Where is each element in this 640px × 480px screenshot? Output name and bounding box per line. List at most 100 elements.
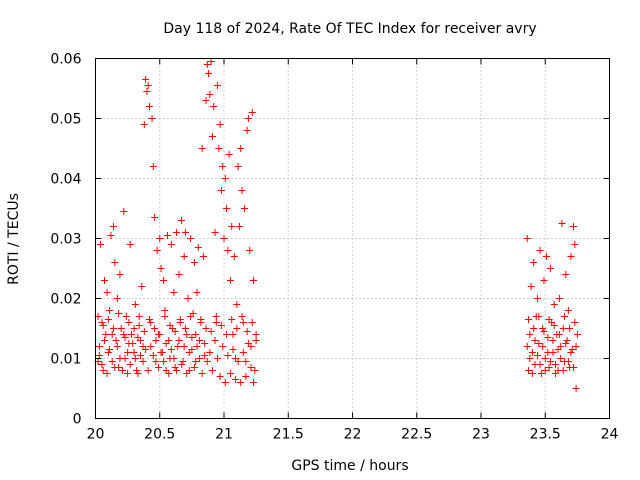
x-tick-labels: 20 20.5 21 21.5 22 22.5 23 23.5 24 (87, 427, 619, 443)
data-point (539, 343, 547, 350)
data-point (171, 364, 179, 371)
data-point (214, 355, 222, 362)
data-point (147, 319, 155, 326)
data-point (198, 370, 206, 377)
data-point (239, 319, 247, 326)
data-point (140, 328, 148, 335)
data-point (550, 301, 558, 308)
data-point (167, 346, 175, 353)
data-point (559, 367, 567, 374)
data-point (237, 145, 245, 152)
data-point (108, 358, 116, 365)
data-point (233, 325, 241, 332)
data-point (572, 385, 580, 392)
data-point (111, 364, 119, 371)
data-point (562, 340, 570, 347)
data-point (206, 349, 214, 356)
data-point (541, 367, 549, 374)
data-point (544, 349, 552, 356)
data-point (541, 355, 549, 362)
data-point (573, 331, 581, 338)
data-point (153, 247, 161, 254)
y-tick-labels: 0 0.01 0.02 0.03 0.04 0.05 0.06 (50, 52, 81, 428)
data-point (193, 343, 201, 350)
data-point (175, 337, 183, 344)
data-point (202, 97, 210, 104)
data-point (165, 370, 173, 377)
data-point (97, 241, 105, 248)
data-point (550, 322, 558, 329)
y-tick-label: 0 (73, 412, 82, 428)
data-point (197, 316, 205, 323)
data-point (130, 325, 138, 332)
data-point (136, 337, 144, 344)
data-point (156, 331, 164, 338)
data-point (545, 316, 553, 323)
data-point (535, 340, 543, 347)
data-point (190, 364, 198, 371)
data-point (223, 205, 231, 212)
data-point (198, 145, 206, 152)
data-point (127, 331, 135, 338)
data-point (554, 346, 562, 353)
data-point (221, 175, 229, 182)
data-points (94, 58, 581, 392)
data-point (555, 295, 563, 302)
data-point (116, 271, 124, 278)
data-point (237, 379, 245, 386)
data-point (170, 289, 178, 296)
data-point (251, 367, 259, 374)
data-point (223, 331, 231, 338)
data-point (536, 247, 544, 254)
data-point (140, 121, 148, 128)
data-point (192, 331, 200, 338)
data-point (98, 361, 106, 368)
data-point (170, 355, 178, 362)
data-point (226, 370, 234, 377)
data-point (217, 322, 225, 329)
data-point (564, 307, 572, 314)
data-point (161, 307, 169, 314)
data-point (557, 355, 565, 362)
data-point (126, 241, 134, 248)
data-point (138, 283, 146, 290)
data-point (212, 319, 220, 326)
data-point (122, 313, 130, 320)
data-point (225, 151, 233, 158)
data-point (145, 103, 153, 110)
data-point (558, 220, 566, 227)
data-point (167, 241, 175, 248)
data-point (201, 340, 209, 347)
data-point (104, 349, 112, 356)
data-point (230, 253, 238, 260)
data-point (534, 295, 542, 302)
data-point (528, 349, 536, 356)
data-point (530, 325, 538, 332)
data-point (243, 127, 251, 134)
data-point (232, 376, 240, 383)
data-point (133, 367, 141, 374)
data-point (157, 349, 165, 356)
data-point (229, 331, 237, 338)
data-point (203, 358, 211, 365)
data-point (144, 82, 152, 89)
data-point (214, 82, 222, 89)
data-point (570, 223, 578, 230)
data-point (219, 163, 227, 170)
data-point (561, 313, 569, 320)
data-point (100, 277, 108, 284)
data-point (555, 331, 563, 338)
data-point (568, 346, 576, 353)
data-point (531, 337, 539, 344)
x-tick-label: 24 (601, 427, 619, 443)
data-point (142, 346, 150, 353)
data-point (196, 355, 204, 362)
data-point (228, 223, 236, 230)
data-point (207, 328, 215, 335)
data-point (149, 352, 157, 359)
data-point (537, 370, 545, 377)
data-point (536, 361, 544, 368)
data-point (104, 316, 112, 323)
data-point (201, 352, 209, 359)
